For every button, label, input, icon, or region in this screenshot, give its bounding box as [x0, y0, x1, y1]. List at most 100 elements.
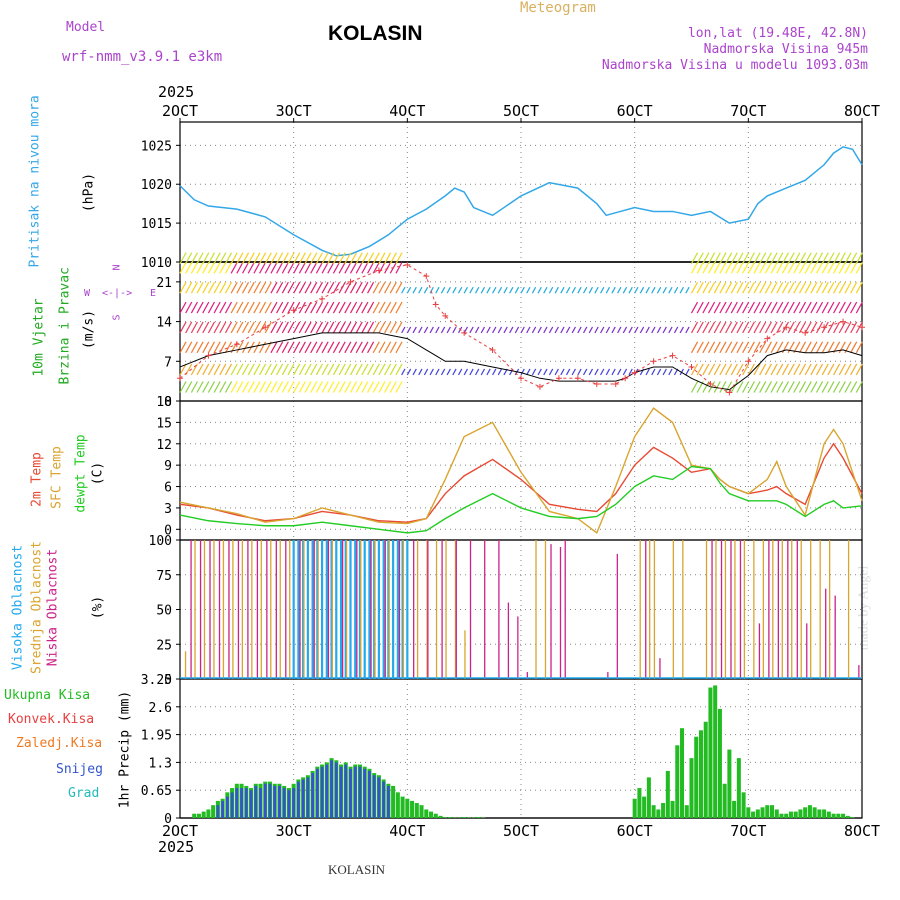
precip-snow-bar: [330, 760, 333, 818]
wind-barb: [787, 381, 795, 393]
wind-barb: [293, 363, 301, 376]
wind-barb: [537, 326, 542, 334]
wind-barb: [543, 326, 548, 334]
wind-barb: [321, 321, 329, 334]
wind-barb: [361, 252, 369, 264]
wind-barb: [850, 341, 858, 354]
wind-barb: [730, 252, 738, 264]
wind-barb: [696, 321, 704, 334]
wind-barb: [730, 363, 738, 376]
wind-barb: [673, 286, 679, 294]
wind-barb: [730, 381, 738, 393]
precip-total-bar: [850, 817, 855, 818]
wind-gust-marker: [319, 295, 326, 302]
wind-barb: [838, 381, 846, 393]
wind-barb: [412, 286, 417, 294]
y-tick-label: 18: [156, 395, 172, 410]
wind-barb: [230, 262, 238, 274]
wind-barb: [264, 381, 272, 393]
wind-barb: [196, 262, 204, 274]
wind-barb: [185, 252, 193, 264]
wind-gust-marker: [233, 341, 240, 348]
wind-barb: [730, 281, 738, 294]
y-tick-label: 50: [156, 604, 172, 619]
wind-barb: [492, 368, 497, 376]
wind-gust-marker: [489, 346, 496, 353]
wind-barb: [344, 252, 352, 264]
wind-barb: [696, 363, 704, 376]
wind-barb: [378, 381, 386, 393]
wind-barb: [605, 368, 611, 376]
wind-barb: [838, 341, 846, 354]
wind-barb: [804, 381, 812, 393]
wind-barb: [747, 262, 755, 274]
wind-barb: [264, 301, 272, 314]
wind-barb: [787, 363, 795, 376]
wind-barb: [423, 286, 429, 294]
wind-barb: [787, 341, 795, 354]
precip-total-bar: [803, 807, 808, 818]
y-tick-label: 0: [164, 812, 172, 827]
wind-barb: [469, 326, 474, 334]
wind-barb: [372, 262, 380, 274]
wind-barb: [821, 281, 829, 294]
precip-total-bar: [429, 811, 434, 818]
precip-snow-bar: [306, 777, 310, 818]
precip-snow-bar: [320, 766, 324, 818]
wind-barb: [725, 301, 733, 314]
precip-snow-bar: [268, 783, 272, 818]
precip-snow-bar: [382, 781, 386, 818]
precip-snow-bar: [240, 788, 243, 818]
wind-barb: [310, 281, 318, 294]
wind-barb: [600, 368, 605, 376]
wind-barb: [179, 281, 187, 294]
wind-barb: [196, 301, 204, 314]
wind-barb: [253, 341, 261, 354]
wind-barb: [565, 368, 571, 376]
wind-barb: [475, 286, 480, 294]
wind-barb: [833, 363, 841, 376]
wind-barb: [332, 281, 341, 294]
precip-snow-bar: [249, 790, 253, 818]
wind-barb: [793, 363, 801, 376]
wind-barb: [224, 381, 233, 393]
wind-barb: [338, 281, 346, 294]
wind-barb: [764, 262, 772, 274]
wind-barb: [571, 286, 576, 294]
wind-barb: [253, 301, 261, 314]
wind-barb: [412, 368, 417, 376]
wind-barb: [378, 281, 386, 294]
wind-barb: [270, 363, 278, 376]
wind-barb: [776, 341, 784, 354]
wind-barb: [833, 281, 841, 294]
precip-snow-bar: [216, 805, 220, 818]
wind-barb: [264, 252, 272, 264]
wind-barb: [702, 363, 710, 376]
wind-barb: [770, 262, 778, 274]
wind-barb: [838, 262, 846, 274]
x-tick-label-bottom: 7OCT: [730, 822, 766, 840]
wind-barb: [787, 321, 795, 334]
wind-barb: [372, 363, 380, 376]
wind-barb: [764, 321, 772, 334]
wind-barb: [355, 281, 363, 294]
precip-total-bar: [661, 803, 666, 818]
wind-barb: [230, 363, 238, 376]
wind-barb: [287, 262, 295, 274]
wind-barb: [736, 363, 744, 376]
elevation-label: Nadmorska Visina 945m: [703, 42, 868, 57]
wind-barb: [270, 321, 278, 334]
wind-barb: [753, 262, 761, 274]
wind-barb: [776, 252, 784, 264]
wind-barb: [565, 286, 571, 294]
wind-barb: [452, 368, 457, 376]
wind-gust-marker: [423, 273, 430, 280]
wind-barb: [219, 321, 227, 334]
wind-barb: [582, 326, 588, 334]
wind-barb: [770, 363, 778, 376]
precip-total-bar: [433, 813, 438, 818]
wind-barb: [207, 262, 215, 274]
x-tick-label-bottom: 5OCT: [503, 822, 539, 840]
wind-gust-marker: [262, 324, 269, 331]
wind-barb: [281, 262, 289, 274]
